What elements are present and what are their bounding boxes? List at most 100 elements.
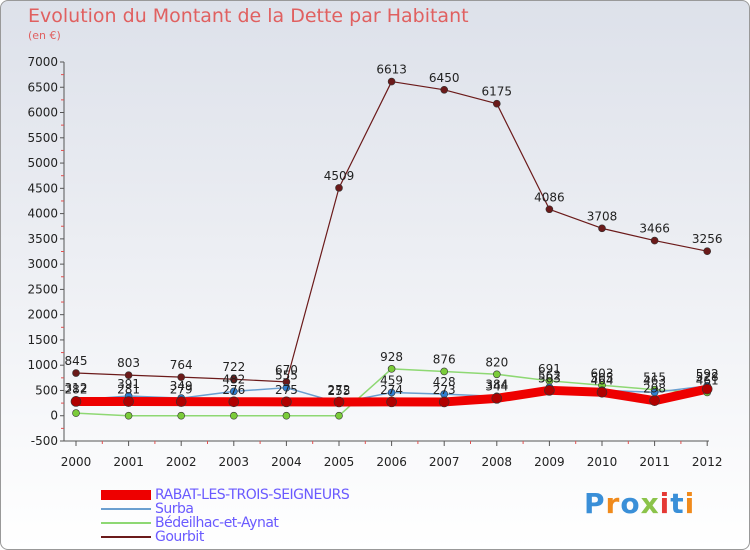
data-point <box>438 396 450 408</box>
data-point <box>701 383 713 395</box>
data-point <box>177 411 185 420</box>
data-label: 384 <box>485 377 508 391</box>
data-point <box>230 375 238 384</box>
x-tick-label: 2001 <box>113 455 144 469</box>
data-point <box>228 396 240 408</box>
data-point <box>440 85 449 94</box>
data-point <box>386 396 397 408</box>
data-label: 3708 <box>587 209 618 223</box>
data-label: 691 <box>538 362 561 376</box>
data-label: 275 <box>275 383 298 397</box>
data-label: 592 <box>696 367 719 381</box>
data-point <box>650 236 659 245</box>
logo-letter: o <box>620 487 641 520</box>
data-point <box>440 367 449 376</box>
logo-letter: i <box>659 487 671 520</box>
logo-letter: x <box>640 487 660 520</box>
data-label: 722 <box>222 360 245 374</box>
data-label: 4509 <box>324 169 355 183</box>
data-point <box>333 396 345 408</box>
data-label: 820 <box>485 355 508 369</box>
chart-title: Evolution du Montant de la Dette par Hab… <box>28 5 469 27</box>
x-tick-label: 2006 <box>376 455 407 469</box>
series-line-gourbit <box>75 80 708 383</box>
data-label: 3466 <box>639 222 670 236</box>
data-point <box>72 409 80 417</box>
y-tick-label: 3000 <box>27 257 58 271</box>
data-point <box>70 396 82 407</box>
legend-label: Bédeilhac-et-Aynat <box>155 515 279 531</box>
data-point <box>124 371 133 379</box>
y-tick-label: 6500 <box>27 80 58 94</box>
data-label: 6175 <box>482 85 513 99</box>
data-label: 515 <box>643 371 666 385</box>
logo-letter: t <box>670 487 685 520</box>
data-point <box>545 205 554 214</box>
y-tick-label: -500 <box>31 434 58 448</box>
y-tick-label: 500 <box>35 383 58 397</box>
data-label: 464 <box>591 373 614 387</box>
data-label: 555 <box>275 369 298 383</box>
data-point <box>387 365 396 373</box>
data-label: 255 <box>328 384 351 398</box>
data-label: 6613 <box>376 63 407 77</box>
data-label: 312 <box>65 381 88 395</box>
x-tick-label: 2000 <box>61 455 92 469</box>
proxiti-logo: Proxiti <box>584 487 695 520</box>
legend-item: RABAT-LES-TROIS-SEIGNEURS <box>101 487 350 503</box>
data-label: 281 <box>117 383 140 397</box>
data-label: 461 <box>696 373 719 387</box>
data-point <box>703 247 712 255</box>
legend-label: Gourbit <box>155 529 204 545</box>
legend-label: RABAT-LES-TROIS-SEIGNEURS <box>155 487 350 503</box>
data-label: 603 <box>591 366 614 380</box>
data-label: 505 <box>591 371 614 385</box>
data-label: 298 <box>643 382 666 396</box>
data-label: 344 <box>485 379 508 393</box>
data-label: 279 <box>170 383 193 397</box>
data-point <box>492 370 501 379</box>
data-point <box>649 395 660 406</box>
logo-letter: i <box>684 487 696 520</box>
logo-letter: P <box>584 487 606 520</box>
data-point <box>123 396 134 407</box>
data-point <box>387 388 396 397</box>
y-tick-label: 5500 <box>27 131 58 145</box>
legend-swatch <box>101 536 151 538</box>
data-label: 6450 <box>429 71 460 85</box>
data-point <box>492 99 501 108</box>
data-label: 459 <box>380 374 403 388</box>
data-point <box>281 396 292 408</box>
data-label: 562 <box>538 368 561 382</box>
x-tick-label: 2004 <box>271 455 302 469</box>
x-tick-label: 2012 <box>692 455 723 469</box>
data-label: 503 <box>538 371 561 385</box>
data-label: 4086 <box>534 190 565 204</box>
data-label: 845 <box>65 354 88 368</box>
data-label: 391 <box>117 377 140 391</box>
y-tick-label: 6000 <box>27 106 58 120</box>
data-point <box>282 383 291 392</box>
x-tick-label: 2003 <box>219 455 250 469</box>
legend-swatch <box>101 508 151 510</box>
x-tick-label: 2010 <box>587 455 618 469</box>
y-tick-label: 2000 <box>27 308 58 322</box>
legend-item: Gourbit <box>101 529 204 545</box>
y-tick-label: 0 <box>50 409 58 423</box>
data-label: 463 <box>643 373 666 387</box>
data-label: 272 <box>328 383 351 397</box>
data-point <box>596 386 608 398</box>
y-tick-label: 7000 <box>27 55 58 69</box>
legend-swatch <box>101 490 151 500</box>
data-point <box>387 77 396 86</box>
y-tick-label: 3500 <box>27 232 58 246</box>
data-label: 482 <box>222 372 245 386</box>
data-point <box>335 411 343 420</box>
data-point <box>598 224 606 233</box>
y-tick-label: 2500 <box>27 282 58 296</box>
data-label: 764 <box>170 358 193 372</box>
data-label: 803 <box>117 356 140 370</box>
legend-swatch <box>101 522 151 524</box>
data-point <box>72 369 80 377</box>
